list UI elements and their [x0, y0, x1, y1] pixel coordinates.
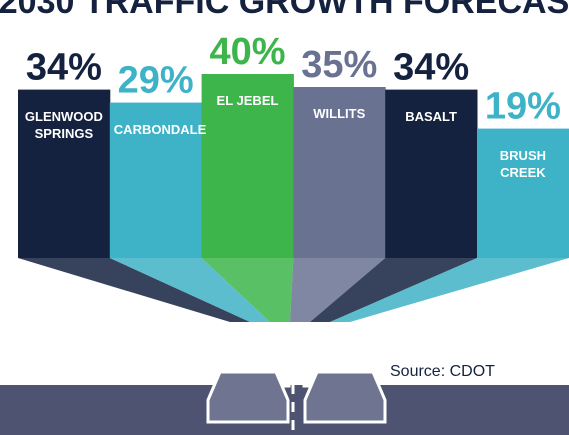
bar	[293, 87, 386, 258]
bar	[18, 89, 111, 258]
funnel-segment	[109, 258, 270, 322]
value-label: 34%	[393, 47, 469, 89]
value-label: 29%	[118, 60, 194, 102]
car	[303, 370, 387, 424]
funnel-segment	[290, 258, 386, 322]
cars	[206, 325, 387, 435]
category-label: BASALT	[405, 108, 457, 124]
category-label: EL JEBEL	[216, 93, 279, 108]
car	[236, 325, 290, 359]
value-label: 34%	[26, 47, 102, 89]
funnel-segment	[310, 258, 477, 322]
value-label: 35%	[301, 44, 377, 86]
value-label: 40%	[209, 31, 285, 73]
bar	[385, 89, 478, 258]
category-label: BRUSH CREEK	[499, 147, 547, 180]
category-label: WILLITS	[313, 106, 366, 121]
category-label: CARBONDALE	[113, 121, 207, 137]
source: Source: CDOT	[390, 363, 495, 380]
value-label: 19%	[485, 86, 561, 128]
funnel-segment	[201, 258, 294, 322]
funnel-segment	[330, 258, 569, 322]
category-label: GLENWOOD SPRINGS	[24, 108, 103, 141]
chart-title: 2030 TRAFFIC GROWTH FORECAS	[0, 0, 569, 21]
bar	[201, 74, 294, 258]
bar	[109, 102, 203, 258]
bar	[477, 128, 569, 258]
funnel-segment	[18, 258, 250, 322]
car	[306, 325, 360, 359]
car	[206, 370, 290, 424]
